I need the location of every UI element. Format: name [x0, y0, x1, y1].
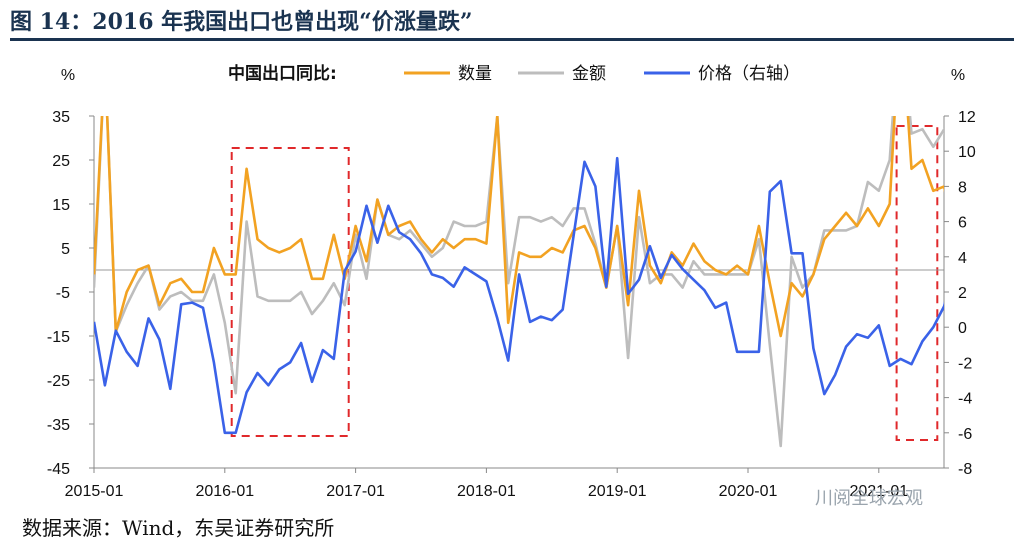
legend-label: 数量 [458, 64, 492, 84]
left-tick-label: -5 [56, 285, 70, 302]
x-tick-label: 2017-01 [326, 483, 385, 500]
highlight-box [895, 125, 939, 441]
right-tick-label: 6 [958, 215, 967, 232]
x-tick-label: 2016-01 [195, 483, 254, 500]
axes: 35 25 15 5 -5 -15 -25 -35 -45 12 10 8 6 4 2 0 -2 -4 -6 -8 20… [47, 109, 976, 500]
x-tick-label: 2020-01 [719, 483, 778, 500]
legend-label: 金额 [572, 64, 606, 84]
right-tick-label: -6 [958, 426, 972, 443]
left-tick-label: 35 [52, 109, 70, 126]
x-tick-label: 2015-01 [65, 483, 124, 500]
left-tick-label: 15 [52, 197, 70, 214]
right-tick-label: 4 [958, 250, 967, 267]
highlight-boxes [230, 125, 939, 441]
right-axis-unit: % [951, 67, 965, 84]
left-axis-unit: % [61, 67, 75, 84]
left-tick-label: 5 [61, 241, 70, 258]
title-rule [10, 38, 1014, 41]
right-tick-label: -4 [958, 391, 972, 408]
series-lines [94, 116, 944, 448]
x-tick-label: 2018-01 [457, 483, 516, 500]
left-tick-label: -25 [47, 373, 70, 390]
right-tick-label: 2 [958, 285, 967, 302]
figure-title: 图 14：2016 年我国出口也曾出现“价涨量跌” [10, 9, 473, 35]
left-tick-label: 25 [52, 153, 70, 170]
watermark-text: 川阅全球宏观 [815, 488, 923, 509]
series-line-value [94, 116, 944, 448]
series-line-price [94, 156, 944, 435]
highlight-box [230, 147, 350, 437]
series-line-quantity [94, 116, 944, 338]
right-tick-label: 10 [958, 144, 976, 161]
left-tick-label: -35 [47, 417, 70, 434]
right-tick-label: -8 [958, 461, 972, 478]
legend: 数量 金额 价格（右轴） [404, 64, 800, 84]
x-tick-label: 2021-01 [849, 483, 908, 500]
right-tick-label: 0 [958, 320, 967, 337]
data-source: 数据来源：Wind，东吴证券研究所 [22, 516, 335, 540]
right-tick-label: 12 [958, 109, 976, 126]
legend-title: 中国出口同比: [228, 63, 337, 84]
left-tick-label: -15 [47, 329, 70, 346]
x-tick-label: 2019-01 [588, 483, 647, 500]
legend-label: 价格（右轴） [698, 64, 800, 84]
left-tick-label: -45 [47, 461, 70, 478]
right-tick-label: -2 [958, 355, 972, 372]
right-tick-label: 8 [958, 179, 967, 196]
